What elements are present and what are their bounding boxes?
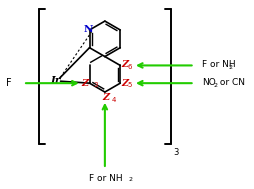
Text: 5: 5 xyxy=(127,82,132,88)
Text: or CN: or CN xyxy=(217,78,245,87)
Text: 2: 2 xyxy=(129,177,133,182)
Text: 6: 6 xyxy=(127,64,132,70)
Text: N: N xyxy=(84,26,93,34)
Text: 3: 3 xyxy=(93,82,98,88)
Text: F or NH: F or NH xyxy=(89,174,123,183)
Text: 2: 2 xyxy=(213,83,217,88)
Text: 3: 3 xyxy=(173,148,178,157)
Text: F or NH: F or NH xyxy=(202,60,236,69)
Text: 2: 2 xyxy=(228,65,232,70)
Text: Z: Z xyxy=(121,60,128,69)
Text: 4: 4 xyxy=(112,97,116,103)
Text: Ir: Ir xyxy=(50,76,61,85)
Text: Z: Z xyxy=(121,79,128,88)
Text: Z: Z xyxy=(81,79,89,88)
Text: Z: Z xyxy=(102,93,109,102)
Text: NO: NO xyxy=(202,78,216,87)
Text: F: F xyxy=(6,78,12,88)
